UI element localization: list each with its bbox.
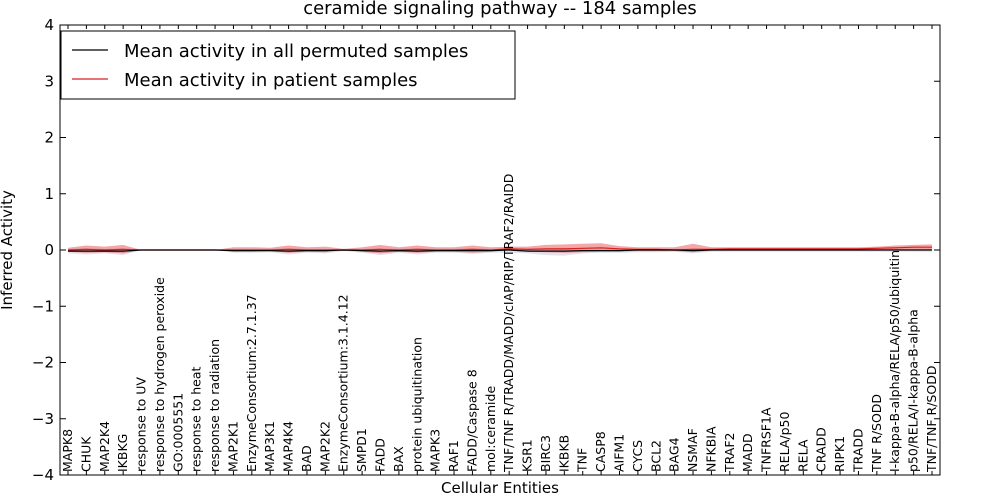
y-tick-label: 1 <box>44 185 54 203</box>
x-tick-label: response to radiation <box>207 339 222 472</box>
x-tick-label: BCL2 <box>648 440 663 472</box>
x-tick-label: p50/RELA/I-kappa-B-alpha <box>906 309 921 472</box>
x-tick-label: RELA <box>795 439 810 472</box>
legend-label-permuted: Mean activity in all permuted samples <box>124 41 468 62</box>
x-tick-label: KSR1 <box>520 439 535 472</box>
x-tick-label: response to hydrogen peroxide <box>152 277 167 472</box>
x-tick-label: IKBKB <box>556 435 571 472</box>
series-lines <box>67 246 932 252</box>
x-tick-label: MAP2K4 <box>97 421 112 472</box>
legend-label-patient: Mean activity in patient samples <box>124 70 418 91</box>
x-tick-label: CHUK <box>78 436 93 472</box>
y-tick-label: 0 <box>44 241 54 259</box>
x-tick-label: MADD <box>740 433 755 472</box>
x-tick-label: RELA/p50 <box>777 412 792 472</box>
x-tick-label: MAPK3 <box>428 429 443 472</box>
y-tick-label: −3 <box>32 410 54 428</box>
x-tick-label: TRAF2 <box>722 432 737 473</box>
x-tick-label: FADD <box>373 438 388 472</box>
y-tick-label: 4 <box>44 16 54 34</box>
x-tick-label: SMPD1 <box>354 428 369 472</box>
x-tick-label: NFKBIA <box>703 426 718 472</box>
x-tick-label: TNF <box>575 448 590 473</box>
x-tick-label: response to heat <box>189 366 204 472</box>
y-tick-label: −1 <box>32 297 54 315</box>
x-tick-label: AIFM1 <box>611 434 626 472</box>
chart-title: ceramide signaling pathway -- 184 sample… <box>303 0 697 19</box>
x-axis-label: Cellular Entities <box>441 479 559 497</box>
x-tick-label: NSMAF <box>685 428 700 472</box>
x-tick-label: FADD/Caspase 8 <box>464 369 479 472</box>
x-tick-label: TRADD <box>850 428 865 473</box>
y-tick-label: 3 <box>44 72 54 90</box>
x-tick-label: MAPK8 <box>60 429 75 472</box>
x-axis: MAPK8 CHUK MAP2K4 IKBKG response to UV respon… <box>60 25 939 475</box>
legend: Mean activity in all permuted samples Me… <box>60 30 516 100</box>
x-tick-label: MAP3K1 <box>262 421 277 472</box>
x-tick-label: TNF R/SODD <box>869 394 884 473</box>
x-tick-label: BAD <box>299 445 314 472</box>
x-tick-label: IKBKG <box>115 434 130 472</box>
x-tick-label: GO:0005551 <box>170 393 185 472</box>
x-tick-label: CYCS <box>630 440 645 472</box>
x-tick-label: RAF1 <box>446 440 461 472</box>
y-tick-label: −2 <box>32 354 54 372</box>
x-tick-label: mol:ceramide <box>483 386 498 472</box>
x-tick-label: CRADD <box>814 427 829 472</box>
y-tick-label: −4 <box>32 466 54 484</box>
x-tick-label: protein ubiquitination <box>409 337 424 472</box>
x-tick-label: I-kappa-B-alpha/RELA/p50/ubiquitin <box>887 250 902 472</box>
y-axis-label: Inferred Activity <box>0 190 16 310</box>
plot-area <box>67 243 932 256</box>
x-tick-label: BIRC3 <box>538 435 553 472</box>
y-axis: 4 3 2 1 0 −1 −2 −3 −4 <box>32 16 940 484</box>
y-tick-label: 2 <box>44 129 54 147</box>
x-tick-label: TNF/TNF R/TRADD/MADD/cIAP/RIP/TRAF2/RAID… <box>501 174 516 473</box>
x-tick-label: CASP8 <box>593 431 608 472</box>
x-tick-label: BAX <box>391 446 406 472</box>
x-tick-label: EnzymeConsortium:2.7.1.37 <box>244 294 259 472</box>
legend-box <box>60 30 516 100</box>
x-tick-label: RIPK1 <box>832 436 847 472</box>
series-line-permuted <box>68 249 932 252</box>
x-tick-label: MAP2K1 <box>225 421 240 472</box>
x-tick-label: MAP2K2 <box>317 421 332 472</box>
x-tick-label: TNF/TNF R/SODD <box>924 366 939 473</box>
x-tick-label: TNFRSF1A <box>759 407 774 473</box>
x-tick-label: response to UV <box>134 377 149 472</box>
x-tick-label: EnzymeConsortium:3.1.4.12 <box>336 294 351 472</box>
x-tick-label: MAP4K4 <box>281 421 296 472</box>
x-tick-label: BAG4 <box>667 437 682 472</box>
